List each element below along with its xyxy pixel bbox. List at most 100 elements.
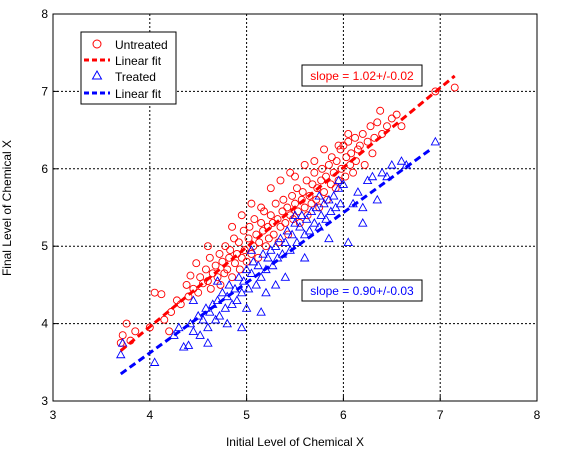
untreated-point <box>300 203 309 212</box>
untreated-point <box>337 164 346 173</box>
treated-point <box>243 283 254 293</box>
untreated-point <box>355 141 364 150</box>
treated-point <box>205 307 215 316</box>
untreated-point <box>341 172 350 181</box>
untreated-point <box>292 184 301 193</box>
untreated-point <box>281 219 290 227</box>
treated-point <box>236 322 247 332</box>
untreated-point <box>276 176 285 185</box>
untreated-point <box>347 149 356 158</box>
untreated-point <box>247 199 256 208</box>
untreated-point <box>186 271 195 280</box>
untreated-point <box>332 157 341 166</box>
legend-triangle-marker <box>91 69 103 80</box>
treated-point <box>117 338 128 347</box>
untreated-point <box>327 153 336 162</box>
y-tick-label: 4 <box>41 317 48 331</box>
treated-point <box>301 214 312 223</box>
untreated-point <box>291 172 299 181</box>
untreated-point <box>157 290 166 299</box>
treated-point <box>212 295 223 305</box>
untreated-point <box>392 110 401 119</box>
annotation-treated-box <box>301 279 423 302</box>
untreated-point <box>250 215 259 224</box>
plot-frame <box>52 13 538 402</box>
untreated-point <box>230 234 238 243</box>
treated-point <box>256 307 266 316</box>
untreated-point <box>298 188 307 196</box>
annotation-untreated-slope: slope = 1.02+/-0.02 <box>301 64 423 87</box>
untreated-point <box>310 157 319 166</box>
y-axis-label: Final Level of Chemical X <box>0 140 14 276</box>
untreated-point <box>266 211 275 220</box>
untreated-point <box>278 207 287 216</box>
treated-point <box>238 276 249 285</box>
untreated-point <box>262 242 270 251</box>
treated-point <box>280 272 291 281</box>
untreated-point <box>308 180 317 189</box>
treated-point <box>217 287 228 297</box>
untreated-point <box>324 160 333 169</box>
untreated-point <box>339 141 348 150</box>
x-axis-label: Initial Level of Chemical X <box>226 435 364 449</box>
treated-point <box>234 272 244 281</box>
untreated-point <box>295 219 304 227</box>
untreated-point <box>245 222 254 231</box>
x-tick-label: 6 <box>340 408 347 422</box>
untreated-point <box>288 191 297 200</box>
untreated-point <box>194 288 203 297</box>
untreated-point <box>122 319 131 328</box>
untreated-point <box>228 222 237 231</box>
treated-point <box>241 303 252 312</box>
treated-point <box>222 318 233 328</box>
annotation-treated-slope: slope = 0.90+/-0.03 <box>301 279 423 302</box>
untreated-point <box>231 259 239 268</box>
untreated-point <box>334 141 343 150</box>
treated-point <box>295 221 305 231</box>
treated-point <box>195 330 205 339</box>
ticks-layer: 3 4 5 6 7 8 3 4 5 6 7 8 <box>41 7 540 422</box>
untreated-point <box>376 106 385 115</box>
untreated-point <box>318 164 327 173</box>
y-tick-label: 3 <box>41 394 48 408</box>
treated-point <box>183 340 194 349</box>
treated-point <box>275 233 286 243</box>
treated-point <box>251 279 262 289</box>
treated-point <box>316 210 326 219</box>
untreated-point <box>223 265 232 274</box>
treated-point <box>270 279 281 289</box>
untreated-point <box>199 279 207 288</box>
untreated-point <box>165 327 174 336</box>
untreated-point <box>305 191 314 200</box>
annotation-untreated-text: slope = 1.02+/-0.02 <box>310 69 414 83</box>
treated-point <box>214 310 225 320</box>
treated-point <box>188 326 199 335</box>
untreated-point <box>201 265 210 274</box>
treated-point <box>203 322 213 332</box>
untreated-point <box>313 184 322 193</box>
untreated-point <box>351 133 359 142</box>
untreated-point <box>320 145 328 154</box>
treated-point <box>258 249 268 258</box>
treated-point <box>261 287 271 297</box>
untreated-point <box>366 122 375 131</box>
legend-circle-marker <box>92 39 102 49</box>
treated-point <box>353 187 363 196</box>
treated-point <box>236 287 247 297</box>
y-tick-label: 5 <box>41 239 48 253</box>
treated-point <box>314 190 324 200</box>
untreated-point <box>317 176 326 185</box>
untreated-point <box>360 160 369 169</box>
treated-point <box>270 241 281 250</box>
untreated-point <box>228 273 237 282</box>
treated-point <box>309 218 320 227</box>
untreated-point <box>276 222 285 231</box>
treated-point <box>377 167 387 177</box>
treated-point <box>321 214 331 223</box>
treated-point <box>203 338 213 347</box>
untreated-point <box>131 327 140 336</box>
untreated-point <box>387 114 396 123</box>
untreated-point <box>203 242 212 251</box>
x-tick-label: 4 <box>146 408 153 422</box>
